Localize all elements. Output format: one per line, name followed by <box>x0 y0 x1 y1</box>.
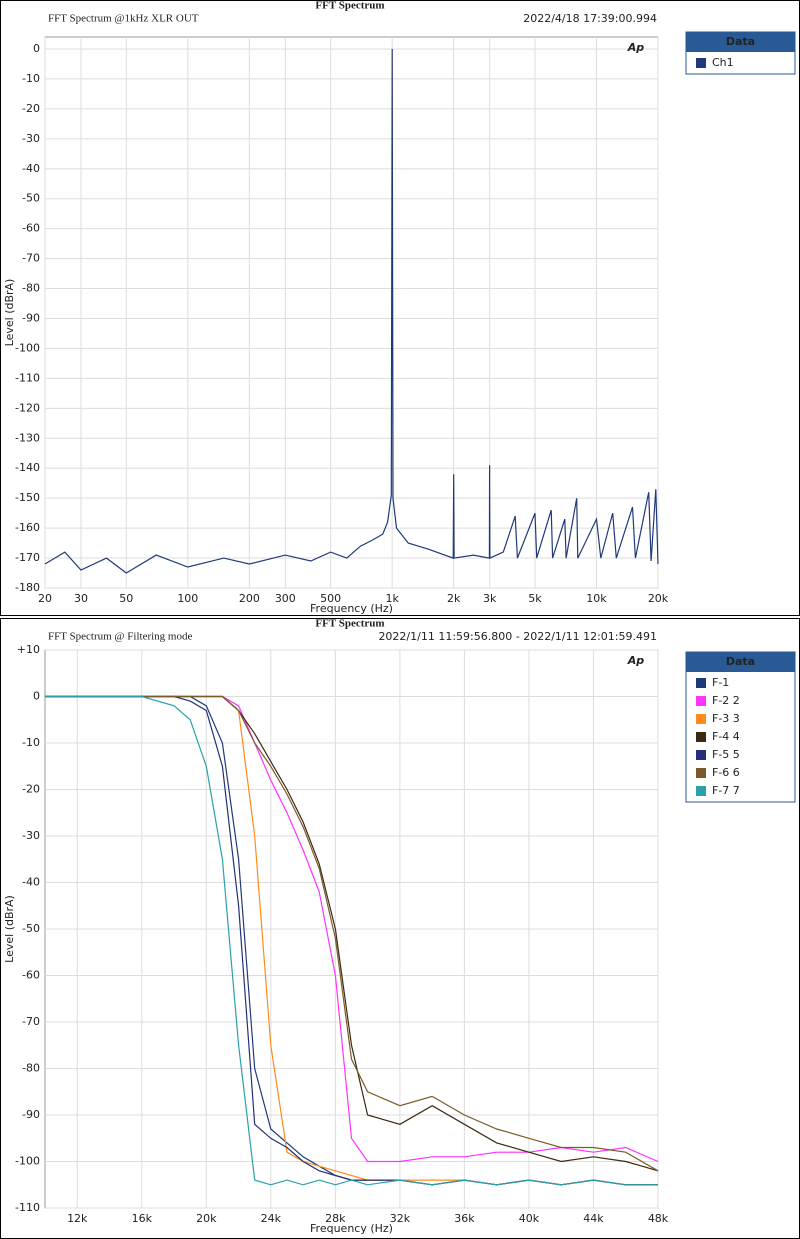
legend-header <box>686 32 795 52</box>
x-tick-label: 36k <box>454 1212 475 1225</box>
y-tick-label: -40 <box>22 162 40 175</box>
x-tick-label: 30 <box>74 592 88 605</box>
legend-title: Data <box>726 35 755 48</box>
y-tick-label: -120 <box>15 401 40 414</box>
y-tick-label: -110 <box>15 1201 40 1214</box>
x-tick-label: 1k <box>385 592 399 605</box>
series-line <box>45 695 658 1186</box>
x-axis-label: Frequency (Hz) <box>310 1222 393 1235</box>
y-tick-label: -70 <box>22 252 40 265</box>
legend-label: F-1 <box>712 676 729 689</box>
y-tick-label: -160 <box>15 521 40 534</box>
logo: Ap <box>627 41 645 54</box>
y-tick-label: +10 <box>17 643 40 656</box>
y-tick-label: -80 <box>22 282 40 295</box>
y-tick-label: -110 <box>15 371 40 384</box>
x-tick-label: 24k <box>261 1212 282 1225</box>
legend-label: F-4 4 <box>712 730 740 743</box>
legend-swatch <box>696 678 706 688</box>
y-tick-label: -20 <box>22 102 40 115</box>
panel-header: FFT Spectrum <box>315 0 384 12</box>
y-tick-label: -20 <box>22 783 40 796</box>
legend-swatch <box>696 696 706 706</box>
x-tick-label: 28k <box>325 1212 346 1225</box>
x-tick-label: 44k <box>583 1212 604 1225</box>
y-tick-label: -180 <box>15 581 40 594</box>
x-tick-label: 20k <box>196 1212 217 1225</box>
y-tick-label: 0 <box>33 690 40 703</box>
chart-title: FFT Spectrum @ Filtering mode <box>48 631 192 643</box>
y-axis-label: Level (dBrA) <box>3 895 16 963</box>
x-tick-label: 50 <box>119 592 133 605</box>
x-tick-label: 5k <box>528 592 542 605</box>
series-line <box>45 695 659 1172</box>
y-tick-label: 0 <box>33 42 40 55</box>
y-tick-label: -130 <box>15 431 40 444</box>
y-tick-label: -140 <box>15 461 40 474</box>
y-tick-label: -90 <box>22 311 40 324</box>
x-tick-label: 48k <box>648 1212 669 1225</box>
chart-title: FFT Spectrum @1kHz XLR OUT <box>48 13 199 25</box>
y-tick-label: -10 <box>22 72 40 85</box>
legend-swatch <box>696 58 706 68</box>
y-tick-label: -170 <box>15 551 40 564</box>
logo: Ap <box>627 654 645 667</box>
legend-label: F-2 2 <box>712 694 740 707</box>
y-tick-label: -10 <box>22 736 40 749</box>
legend-label: F-7 7 <box>712 784 740 797</box>
legend-swatch <box>696 714 706 724</box>
y-tick-label: -80 <box>22 1062 40 1075</box>
x-tick-label: 16k <box>132 1212 153 1225</box>
plot-area <box>44 36 659 589</box>
legend-label: F-3 3 <box>712 712 740 725</box>
x-tick-label: 10k <box>586 592 607 605</box>
panel-header: FFT Spectrum <box>315 618 384 630</box>
legend-label: Ch1 <box>712 56 734 69</box>
y-tick-label: -30 <box>22 132 40 145</box>
y-tick-label: -90 <box>22 1108 40 1121</box>
y-axis-label: Level (dBrA) <box>3 279 16 347</box>
y-tick-label: -60 <box>22 222 40 235</box>
y-tick-label: -40 <box>22 876 40 889</box>
y-tick-label: -30 <box>22 829 40 842</box>
legend-label: F-5 5 <box>712 748 740 761</box>
legend-header <box>686 652 795 672</box>
x-tick-label: 20k <box>648 592 669 605</box>
x-tick-label: 32k <box>390 1212 411 1225</box>
x-tick-label: 20 <box>38 592 52 605</box>
x-tick-label: 12k <box>67 1212 88 1225</box>
x-tick-label: 300 <box>275 592 296 605</box>
y-tick-label: -50 <box>22 192 40 205</box>
x-tick-label: 40k <box>519 1212 540 1225</box>
legend-box <box>685 651 796 803</box>
legend-swatch <box>696 732 706 742</box>
y-tick-label: -150 <box>15 491 40 504</box>
legend-swatch <box>696 768 706 778</box>
y-tick-label: -50 <box>22 922 40 935</box>
legend-swatch <box>696 786 706 796</box>
timestamp: 2022/4/18 17:39:00.994 <box>523 12 657 25</box>
legend-label: F-6 6 <box>712 766 740 779</box>
x-tick-label: 200 <box>239 592 260 605</box>
legend-swatch <box>696 750 706 760</box>
x-tick-label: 100 <box>177 592 198 605</box>
y-tick-label: -70 <box>22 1015 40 1028</box>
x-tick-label: 500 <box>320 592 341 605</box>
x-tick-label: 2k <box>447 592 461 605</box>
y-tick-label: -100 <box>15 341 40 354</box>
y-tick-label: -60 <box>22 969 40 982</box>
timestamp: 2022/1/11 11:59:56.800 - 2022/1/11 12:01… <box>378 630 657 643</box>
x-axis-label: Frequency (Hz) <box>310 602 393 615</box>
x-tick-label: 3k <box>483 592 497 605</box>
y-tick-label: -100 <box>15 1155 40 1168</box>
series-line <box>44 48 659 574</box>
legend-title: Data <box>726 655 755 668</box>
